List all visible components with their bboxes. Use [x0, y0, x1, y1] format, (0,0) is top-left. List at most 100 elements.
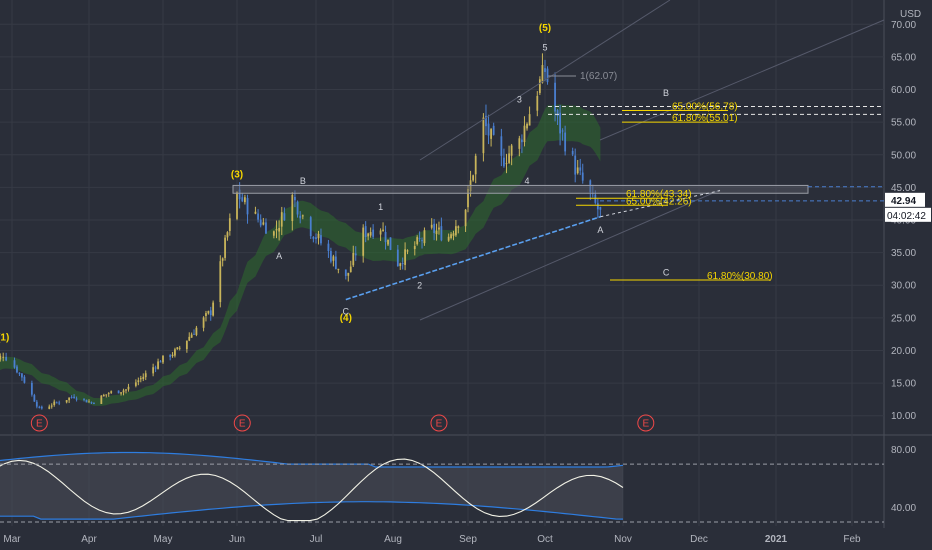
candle-body: [73, 396, 75, 399]
candle-body: [440, 226, 443, 241]
candle-body: [564, 132, 567, 152]
candle-body: [433, 223, 436, 234]
candle-body: [30, 382, 33, 395]
candle-body: [464, 209, 467, 227]
candle-body: [546, 68, 549, 83]
candle-body: [127, 386, 130, 390]
fib-level-label: 65.00%(56.78): [672, 102, 738, 113]
candle-body: [349, 266, 352, 273]
axes-layer: 10.00 15.00 20.00 25.00 30.00 35.00 40.00 45.00…: [3, 9, 931, 545]
candle-body: [219, 261, 222, 303]
candle-body: [309, 217, 312, 237]
candle-body: [259, 219, 262, 226]
candle-body: [209, 310, 212, 316]
price-tick-label: 60.00: [891, 85, 916, 96]
candle-body: [18, 372, 21, 374]
candle-body: [152, 367, 155, 374]
candle-body: [139, 378, 142, 380]
candle-body: [526, 123, 528, 129]
candle-body: [48, 406, 51, 409]
candle-body: [320, 235, 322, 244]
price-tick-label: 70.00: [891, 20, 916, 31]
candle-body: [490, 129, 492, 139]
wave-label: C: [663, 267, 670, 277]
time-tick-label: Aug: [384, 534, 402, 545]
time-tick-label: Jul: [310, 534, 323, 545]
candle-body: [301, 215, 304, 217]
candle-body: [523, 125, 526, 143]
wave-label: A: [597, 225, 603, 235]
candle-body: [438, 227, 440, 230]
candle-body: [399, 263, 402, 267]
candle-body: [35, 401, 38, 407]
price-tick-label: 10.00: [891, 411, 916, 422]
candles-layer[interactable]: [0, 53, 602, 410]
candle-body: [347, 272, 350, 276]
candle-body: [418, 238, 421, 240]
time-tick-label: 2021: [765, 534, 788, 545]
candle-body: [510, 145, 513, 156]
wave-label: 1: [378, 202, 383, 212]
candle-body: [500, 136, 503, 156]
countdown-tag-label: 04:02:42: [887, 211, 926, 222]
currency-label: USD: [900, 9, 921, 20]
candle-body: [174, 349, 176, 356]
candle-body: [372, 229, 375, 237]
oscillator-pane[interactable]: [0, 451, 884, 523]
candle-body: [521, 139, 523, 143]
candle-body: [68, 397, 71, 401]
candle-body: [185, 340, 188, 350]
candle-body: [561, 130, 564, 132]
candle-body: [202, 317, 205, 328]
price-tick-label: 30.00: [891, 281, 916, 292]
candle-body: [574, 155, 577, 175]
candle-body: [472, 175, 475, 181]
candle-body: [389, 237, 392, 250]
candle-body: [53, 401, 56, 406]
price-tick-label: 45.00: [891, 183, 916, 194]
trendline-extension: [600, 190, 721, 218]
candle-body: [13, 360, 16, 368]
candle-body: [120, 392, 122, 394]
candle-body: [401, 263, 404, 265]
candle-body: [518, 138, 521, 149]
candle-body: [134, 382, 137, 386]
candle-body: [294, 196, 296, 201]
candle-body: [485, 115, 487, 127]
candle-body: [16, 366, 18, 373]
candle-body: [508, 153, 510, 163]
time-tick-label: Oct: [537, 534, 553, 545]
candle-body: [117, 390, 120, 394]
fib-level-label: 1(62.07): [580, 71, 617, 82]
candle-body: [122, 390, 125, 393]
candle-body: [317, 233, 320, 239]
last-price-tag-label: 42.94: [891, 196, 916, 207]
time-tick-label: May: [154, 534, 173, 545]
candle-body: [467, 188, 469, 208]
moving-average-area: [0, 104, 601, 406]
candle-body: [262, 222, 265, 225]
countdown-tag-bg: [885, 207, 931, 222]
candle-body: [188, 336, 191, 341]
candle-body: [88, 401, 90, 403]
time-tick-label: Mar: [3, 534, 21, 545]
candle-body: [581, 172, 584, 181]
earnings-marker-label: E: [642, 419, 649, 430]
candle-body: [312, 236, 315, 239]
earnings-marker-circle: [430, 414, 448, 432]
candle-body: [430, 224, 433, 228]
candle-body: [536, 95, 539, 111]
candle-body: [207, 311, 210, 314]
drawing-overlay[interactable]: 1(62.07) 65.00%(56.78)61.80%(55.01) 61.80%…: [0, 0, 885, 432]
candle-body: [154, 367, 157, 369]
channel-line-upper: [419, 0, 671, 161]
candle-body: [236, 192, 238, 219]
earnings-marker-circle: [233, 414, 251, 432]
oscillator-line: [0, 458, 624, 522]
candle-body: [492, 125, 495, 135]
candle-body: [487, 123, 490, 136]
candle-body: [105, 394, 108, 396]
candle-body: [571, 150, 574, 155]
